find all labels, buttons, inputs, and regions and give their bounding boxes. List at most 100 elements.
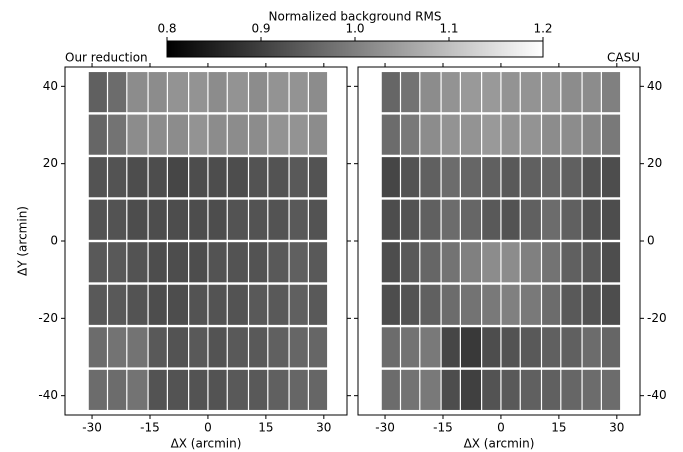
- heatmap-cell: [208, 369, 227, 410]
- colorbar-label: Normalized background RMS: [269, 10, 442, 24]
- heatmap-cell: [249, 369, 268, 410]
- heatmap-cell: [482, 327, 501, 368]
- colorbar-tick-label: 1.2: [533, 22, 552, 36]
- heatmap-cell: [289, 72, 308, 113]
- heatmap-cell: [148, 327, 167, 368]
- heatmap-cell: [308, 157, 328, 198]
- colorbar-tick-label: 0.8: [157, 22, 176, 36]
- heatmap-cell: [601, 242, 621, 283]
- heatmap-cell: [268, 242, 289, 283]
- heatmap-cell: [249, 114, 268, 155]
- colorbar-tick-label: 1.0: [345, 22, 364, 36]
- heatmap-cell: [308, 369, 328, 410]
- heatmap-cell: [401, 369, 420, 410]
- heatmap-cell: [289, 114, 308, 155]
- heatmap-cell: [501, 327, 520, 368]
- x-tick-label: -30: [82, 421, 102, 435]
- heatmap-cell: [189, 284, 208, 325]
- x-tick-label: -15: [433, 421, 453, 435]
- heatmap-cell: [601, 157, 621, 198]
- heatmap-cell: [308, 199, 328, 240]
- heatmap-cell: [127, 72, 148, 113]
- heatmap-cell: [381, 284, 400, 325]
- heatmap-cell: [381, 242, 400, 283]
- y-tick-label: 0: [50, 234, 58, 248]
- heatmap-cell: [601, 327, 621, 368]
- heatmap-cell: [208, 284, 227, 325]
- heatmap-cell: [542, 242, 561, 283]
- heatmap-cell: [189, 72, 208, 113]
- heatmap-cell: [501, 369, 520, 410]
- heatmap-cell: [460, 157, 482, 198]
- heatmap-cell: [381, 199, 400, 240]
- heatmap-cell: [108, 242, 127, 283]
- heatmap-cell: [542, 327, 561, 368]
- heatmap-cell: [308, 242, 328, 283]
- heatmap-cell: [148, 199, 167, 240]
- heatmap-cell: [542, 199, 561, 240]
- heatmap-cell: [208, 199, 227, 240]
- heatmap-cell: [460, 242, 482, 283]
- heatmap-cell: [501, 157, 520, 198]
- heatmap-cell: [148, 72, 167, 113]
- heatmap-cell: [482, 369, 501, 410]
- heatmap-cell: [88, 114, 107, 155]
- x-tick-label: -30: [375, 421, 395, 435]
- y-tick-label: 20: [647, 156, 662, 170]
- heatmap-cell: [249, 284, 268, 325]
- heatmap-cell: [601, 284, 621, 325]
- heatmap-cell: [601, 369, 621, 410]
- colorbar-tick-label: 1.1: [439, 22, 458, 36]
- heatmap-cell: [420, 199, 441, 240]
- heatmap-cell: [227, 327, 248, 368]
- heatmap-cell: [167, 242, 189, 283]
- y-tick-label: -40: [38, 388, 58, 402]
- heatmap-cell: [167, 114, 189, 155]
- heatmap-cell: [268, 327, 289, 368]
- heatmap-cell: [189, 157, 208, 198]
- heatmap-cell: [108, 369, 127, 410]
- x-tick-label: 15: [258, 421, 273, 435]
- heatmap-cell: [441, 369, 460, 410]
- heatmap-cell: [249, 157, 268, 198]
- heatmap-cell: [401, 157, 420, 198]
- heatmap-cell: [108, 157, 127, 198]
- heatmap-cell: [208, 327, 227, 368]
- heatmap-cell: [381, 72, 400, 113]
- y-tick-label: 0: [647, 234, 655, 248]
- heatmap-cell: [441, 242, 460, 283]
- heatmap-cell: [542, 157, 561, 198]
- y-tick-label: 40: [43, 79, 58, 93]
- heatmap-cell: [582, 199, 601, 240]
- heatmap-cell: [542, 369, 561, 410]
- x-tick-label: 30: [609, 421, 624, 435]
- heatmap-cell: [520, 327, 541, 368]
- heatmap-cell: [88, 72, 107, 113]
- heatmap-cell: [381, 157, 400, 198]
- heatmap-cell: [189, 327, 208, 368]
- colorbar: [166, 40, 544, 58]
- heatmap-cell: [420, 242, 441, 283]
- heatmap-cell: [108, 284, 127, 325]
- heatmap-cell: [441, 327, 460, 368]
- heatmap-cell: [482, 199, 501, 240]
- heatmap-cell: [268, 369, 289, 410]
- heatmap-cell: [420, 327, 441, 368]
- heatmap-cell: [227, 72, 248, 113]
- heatmap-cell: [88, 369, 107, 410]
- heatmap-cell: [482, 72, 501, 113]
- heatmap-cell: [108, 327, 127, 368]
- x-tick-label: 15: [551, 421, 566, 435]
- heatmap-cell: [249, 327, 268, 368]
- heatmap-cell: [189, 242, 208, 283]
- heatmap-cell: [561, 369, 582, 410]
- y-axis-label: ΔY (arcmin): [16, 206, 30, 276]
- heatmap-cell: [401, 72, 420, 113]
- heatmap-cell: [420, 369, 441, 410]
- heatmap-cell: [460, 114, 482, 155]
- heatmap-cell: [167, 199, 189, 240]
- heatmap-cell: [308, 284, 328, 325]
- heatmap-cell: [289, 327, 308, 368]
- heatmap-cell: [561, 157, 582, 198]
- heatmap-cell: [289, 199, 308, 240]
